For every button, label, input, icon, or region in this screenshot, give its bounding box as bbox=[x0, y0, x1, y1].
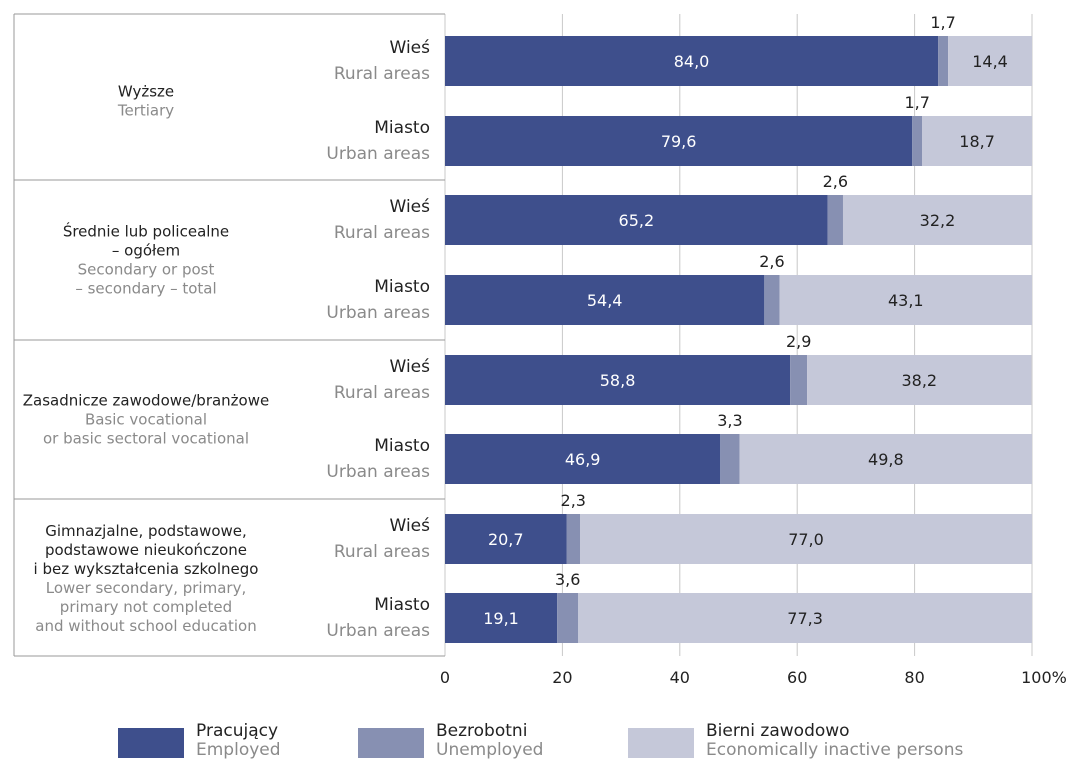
bar-segment-employed bbox=[445, 434, 721, 484]
bar-segment-inactive bbox=[807, 355, 1032, 405]
x-tick-label: 40 bbox=[670, 668, 690, 687]
row-label-pl: Wieś bbox=[390, 357, 431, 377]
row-label-en: Rural areas bbox=[334, 223, 430, 243]
value-label-unemployed: 2,3 bbox=[561, 491, 586, 510]
legend-employed: Pracujący Employed bbox=[118, 722, 281, 764]
row-label-pl: Wieś bbox=[390, 516, 431, 536]
bar-segment-inactive bbox=[948, 36, 1032, 86]
bar-segment-unemployed bbox=[557, 593, 579, 643]
bar-segment-employed bbox=[445, 195, 828, 245]
row-label-pl: Wieś bbox=[390, 38, 431, 58]
bar-segment-employed bbox=[445, 593, 558, 643]
bar-segment-inactive bbox=[580, 514, 1032, 564]
legend-label-unemployed-en: Unemployed bbox=[436, 740, 544, 760]
group-label-en: and without school education bbox=[35, 617, 256, 635]
value-label-employed: 54,4 bbox=[587, 291, 623, 310]
group-label-en: Tertiary bbox=[117, 102, 174, 120]
group-label-pl: Wyższe bbox=[118, 83, 174, 101]
legend-inactive: Bierni zawodowo Economically inactive pe… bbox=[628, 722, 963, 764]
value-label-inactive: 77,3 bbox=[787, 609, 823, 628]
row-label-en: Rural areas bbox=[334, 542, 430, 562]
row-label-pl: Miasto bbox=[374, 595, 430, 615]
group-label-en: Lower secondary, primary, bbox=[46, 579, 246, 597]
bar-segment-inactive bbox=[922, 116, 1032, 166]
group-label-en: or basic sectoral vocational bbox=[43, 430, 249, 448]
bar-segment-inactive bbox=[739, 434, 1032, 484]
group-label-pl: i bez wykształcenia szkolnego bbox=[34, 560, 259, 578]
bar-segment-employed bbox=[445, 116, 913, 166]
value-label-inactive: 77,0 bbox=[788, 530, 824, 549]
row-label-en: Urban areas bbox=[326, 303, 430, 323]
value-label-employed: 84,0 bbox=[674, 52, 710, 71]
value-label-inactive: 38,2 bbox=[901, 371, 937, 390]
legend-label-inactive-en: Economically inactive persons bbox=[706, 740, 964, 760]
bar-segment-inactive bbox=[578, 593, 1032, 643]
legend-label-inactive-pl: Bierni zawodowo bbox=[706, 721, 850, 741]
bar-segment-unemployed bbox=[566, 514, 581, 564]
value-label-employed: 79,6 bbox=[661, 132, 697, 151]
value-label-unemployed: 1,7 bbox=[930, 13, 955, 32]
bar-segment-unemployed bbox=[938, 36, 949, 86]
group-label-en: primary not completed bbox=[60, 598, 232, 616]
value-label-employed: 46,9 bbox=[565, 450, 601, 469]
row-label-en: Rural areas bbox=[334, 383, 430, 403]
value-label-unemployed: 2,6 bbox=[823, 172, 848, 191]
x-tick-label: 80 bbox=[904, 668, 924, 687]
legend-label-employed-pl: Pracujący bbox=[196, 721, 279, 741]
value-label-unemployed: 1,7 bbox=[905, 93, 930, 112]
bar-segment-employed bbox=[445, 36, 939, 86]
row-label-en: Urban areas bbox=[326, 621, 430, 641]
value-label-employed: 58,8 bbox=[600, 371, 636, 390]
bar-segment-inactive bbox=[842, 195, 1032, 245]
value-label-unemployed: 2,6 bbox=[759, 252, 784, 271]
value-label-unemployed: 3,6 bbox=[555, 570, 580, 589]
value-label-unemployed: 3,3 bbox=[717, 411, 742, 430]
bar-segment-unemployed bbox=[720, 434, 740, 484]
bar-segment-unemployed bbox=[790, 355, 808, 405]
value-label-employed: 65,2 bbox=[619, 211, 655, 230]
value-label-employed: 19,1 bbox=[483, 609, 519, 628]
legend-label-employed-en: Employed bbox=[196, 740, 281, 760]
value-label-inactive: 43,1 bbox=[888, 291, 924, 310]
row-label-pl: Miasto bbox=[374, 118, 430, 138]
bar-segment-unemployed bbox=[764, 275, 780, 325]
x-tick-label: 60 bbox=[787, 668, 807, 687]
row-label-pl: Miasto bbox=[374, 436, 430, 456]
bar-segment-employed bbox=[445, 355, 791, 405]
group-label-pl: Gimnazjalne, podstawowe, bbox=[45, 522, 247, 540]
group-label-en: – secondary – total bbox=[75, 280, 216, 298]
value-label-inactive: 49,8 bbox=[868, 450, 904, 469]
value-label-unemployed: 2,9 bbox=[786, 332, 811, 351]
value-label-inactive: 14,4 bbox=[972, 52, 1008, 71]
legend-swatch-employed bbox=[118, 728, 184, 758]
x-tick-label: 20 bbox=[552, 668, 572, 687]
legend-label-unemployed-pl: Bezrobotni bbox=[436, 721, 528, 741]
value-label-inactive: 32,2 bbox=[920, 211, 956, 230]
value-label-employed: 20,7 bbox=[488, 530, 524, 549]
group-label-pl: Zasadnicze zawodowe/branżowe bbox=[23, 392, 269, 410]
legend-unemployed: Bezrobotni Unemployed bbox=[358, 722, 543, 764]
group-label-pl: podstawowe nieukończone bbox=[45, 541, 247, 559]
value-label-inactive: 18,7 bbox=[959, 132, 995, 151]
row-label-en: Urban areas bbox=[326, 462, 430, 482]
bar-segment-inactive bbox=[779, 275, 1032, 325]
x-tick-label: 100% bbox=[1021, 668, 1067, 687]
legend-swatch-unemployed bbox=[358, 728, 424, 758]
row-label-pl: Wieś bbox=[390, 197, 431, 217]
row-label-pl: Miasto bbox=[374, 277, 430, 297]
group-label-pl: – ogółem bbox=[112, 242, 180, 260]
bar-segment-unemployed bbox=[827, 195, 843, 245]
bar-segment-employed bbox=[445, 514, 567, 564]
group-label-en: Secondary or post bbox=[78, 261, 215, 279]
legend-swatch-inactive bbox=[628, 728, 694, 758]
group-label-pl: Średnie lub policealne bbox=[63, 222, 229, 241]
bar-segment-employed bbox=[445, 275, 765, 325]
row-label-en: Urban areas bbox=[326, 144, 430, 164]
row-label-en: Rural areas bbox=[334, 64, 430, 84]
bar-segment-unemployed bbox=[912, 116, 923, 166]
x-tick-label: 0 bbox=[440, 668, 450, 687]
group-label-en: Basic vocational bbox=[85, 411, 207, 429]
